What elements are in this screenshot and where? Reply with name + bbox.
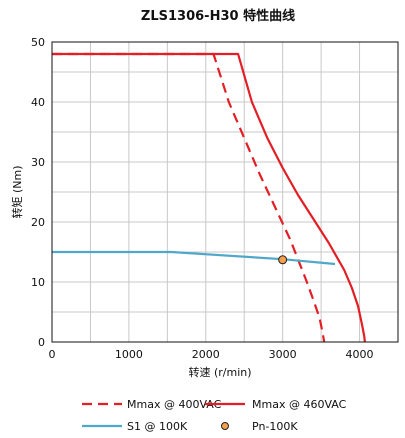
legend-label-mmax-400vac: Mmax @ 400VAC [127, 398, 222, 411]
y-tick-label: 10 [31, 276, 45, 289]
y-tick-label: 0 [38, 336, 45, 349]
chart-title: ZLS1306-H30 特性曲线 [141, 8, 295, 24]
x-tick-label: 4000 [346, 348, 374, 361]
y-tick-label: 20 [31, 216, 45, 229]
x-tick-label: 0 [49, 348, 56, 361]
y-tick-label: 50 [31, 36, 45, 49]
x-tick-label: 3000 [269, 348, 297, 361]
legend: Mmax @ 400VAC Mmax @ 460VAC S1 @ 100K Pn-10… [82, 398, 347, 433]
x-tick-label: 1000 [115, 348, 143, 361]
s1-100k-line [52, 250, 336, 266]
pn-100k-point [278, 255, 288, 265]
y-axis-label: 转矩 (Nm) [10, 165, 24, 218]
legend-marker-pn-100k [221, 422, 229, 430]
x-tick-label: 2000 [192, 348, 220, 361]
y-tick-label: 40 [31, 96, 45, 109]
legend-label-s1-100k: S1 @ 100K [127, 420, 188, 433]
mmax-400vac-line [52, 52, 326, 343]
x-axis-label: 转速 (r/min) [188, 365, 251, 379]
tick-labels: 0 1000 2000 3000 4000 0 10 20 30 40 50 [31, 36, 374, 361]
series-layer [52, 52, 366, 343]
legend-label-pn-100k: Pn-100K [252, 420, 298, 433]
plot-frame [51, 41, 399, 343]
y-tick-label: 30 [31, 156, 45, 169]
legend-label-mmax-460vac: Mmax @ 460VAC [252, 398, 347, 411]
mmax-460vac-line [52, 52, 366, 343]
